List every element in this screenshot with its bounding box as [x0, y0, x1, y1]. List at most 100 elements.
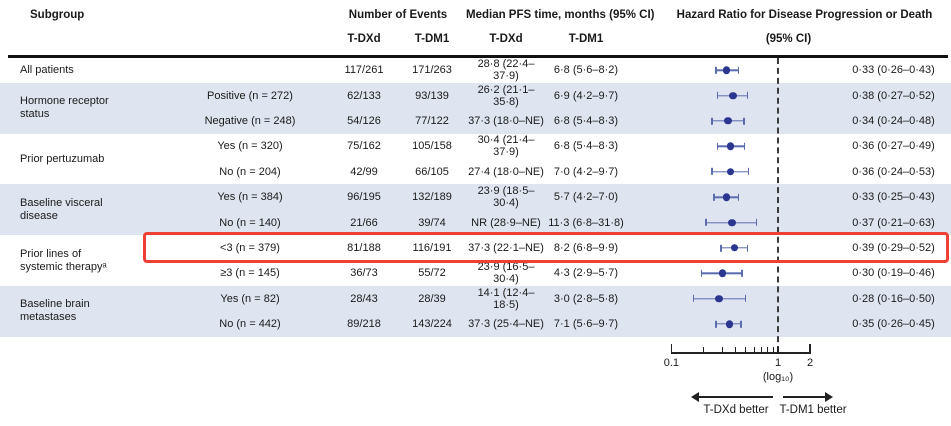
- hr-ci-text: 0·37 (0·21–0·63): [852, 216, 935, 229]
- median-tdm1-value: 6·8 (5·4–8·3): [553, 140, 619, 153]
- forest-plot-cell: [626, 108, 836, 133]
- hr-point-marker: [722, 66, 731, 74]
- median-tdm1-value: 8·2 (6·8–9·9): [553, 241, 619, 254]
- axis-end-cap: [809, 343, 811, 354]
- median-tdxd-value: NR (28·9–NE): [471, 216, 541, 229]
- data-row: Positive (n = 272) 62/133 93/139 26·2 (21·1…: [170, 83, 951, 108]
- events-tdm1-value: 171/263: [412, 64, 452, 77]
- events-tdm1-value: 55/72: [418, 267, 446, 280]
- median-tdm1-value: 6·8 (5·4–8·3): [553, 114, 619, 127]
- data-row: Negative (n = 248) 54/126 77/122 37·3 (18·0…: [170, 108, 951, 133]
- data-row: 117/261 171/263 28·8 (22·4–37·9) 6·8 (5·6–8…: [170, 58, 951, 83]
- subgroup-level: No (n = 204): [219, 165, 281, 178]
- median-tdxd-value: 23·9 (16·5–30·4): [477, 261, 535, 286]
- subgroup-label-cell: Prior lines of systemic therapyᵃ: [0, 235, 170, 286]
- median-tdxd-value: 30·4 (21·4–37·9): [477, 134, 535, 159]
- median-tdxd-value: 37·3 (25·4–NE): [468, 318, 544, 331]
- forest-plot-cell: [626, 58, 836, 83]
- events-tdm1-value: 77/122: [415, 114, 449, 127]
- data-row: No (n = 204) 42/99 66/105 27·4 (18·0–NE) 7·0…: [170, 159, 951, 184]
- axis-tick: [772, 346, 774, 353]
- axis-tick: [734, 346, 737, 353]
- left-direction-label: T-DXd better: [703, 404, 769, 416]
- subgroup-level: Yes (n = 320): [217, 140, 283, 153]
- highlight-box: [143, 232, 949, 263]
- forest-plot-cell: [626, 286, 836, 311]
- axis-tick-label: 1: [774, 357, 782, 369]
- col-header-subgroup: Subgroup: [30, 9, 85, 21]
- median-tdm1-value: 7·1 (5·6–9·7): [553, 318, 619, 331]
- median-tdxd-value: 26·2 (21·1–35·8): [477, 83, 535, 108]
- tdm1-better-arrow: [783, 392, 833, 402]
- data-row: No (n = 442) 89/218 143/224 37·3 (25·4–NE) 7…: [170, 311, 951, 336]
- header-row-2: T-DXd T-DM1 T-DXd T-DM1 (95% CI): [0, 33, 951, 45]
- hr-point-marker: [715, 294, 723, 303]
- row-stack: Yes (n = 320) 75/162 105/158 30·4 (21·4–37·…: [170, 134, 951, 185]
- axis-baseline: [671, 352, 811, 354]
- hr-point-marker: [730, 244, 739, 252]
- col-header-number-of-events: Number of Events: [348, 9, 448, 21]
- hr-ci-text: 0·30 (0·19–0·46): [852, 267, 935, 280]
- forest-plot-cell: [626, 184, 836, 209]
- median-tdm1-value: 6·8 (5·6–8·2): [553, 64, 619, 77]
- subgroup-level: Positive (n = 272): [207, 89, 293, 102]
- events-tdxd-value: 54/126: [347, 114, 381, 127]
- events-tdm1-value: 66/105: [415, 165, 449, 178]
- median-tdxd-value: 28·8 (22·4–37·9): [477, 58, 535, 83]
- row-stack: Yes (n = 82) 28/43 28/39 14·1 (12·4–18·5) 3·…: [170, 286, 951, 337]
- forest-plot-cell: [626, 235, 836, 260]
- median-tdm1-value: 11·3 (6·8–31·8): [548, 216, 624, 229]
- forest-plot-cell: [626, 83, 836, 108]
- data-row: <3 (n = 379) 81/188 116/191 37·3 (22·1–NE) 8…: [170, 235, 951, 260]
- col-header-hazard-ratio: Hazard Ratio for Disease Progression or …: [676, 9, 933, 21]
- subgroup-block: Baseline visceral disease Yes (n = 384) 96…: [0, 184, 951, 236]
- median-tdm1-value: 4·3 (2·9–5·7): [553, 267, 619, 280]
- col-header-median-tdm1: T-DM1: [568, 33, 604, 45]
- events-tdm1-value: 105/158: [412, 140, 452, 153]
- events-tdxd-value: 81/188: [347, 241, 381, 254]
- header-rule: [8, 55, 948, 58]
- data-row: Yes (n = 82) 28/43 28/39 14·1 (12·4–18·5) 3·…: [170, 286, 951, 311]
- events-tdm1-value: 93/139: [415, 89, 449, 102]
- events-tdxd-value: 75/162: [347, 140, 381, 153]
- subgroup-block: Prior pertuzumab Yes (n = 320) 75/162 105/1…: [0, 134, 951, 185]
- events-tdm1-value: 28/39: [418, 292, 446, 305]
- col-header-hr-ci: (95% CI): [765, 33, 812, 45]
- axis-tick: [721, 346, 723, 353]
- events-tdxd-value: 62/133: [347, 89, 381, 102]
- axis-tick: [760, 346, 763, 353]
- subgroup-label: Hormone receptor status: [20, 95, 109, 121]
- hr-ci-text: 0·33 (0·25–0·43): [852, 191, 935, 204]
- subgroup-level: <3 (n = 379): [220, 241, 280, 254]
- axis-end-cap: [670, 343, 673, 354]
- events-tdxd-value: 28/43: [350, 292, 378, 305]
- axis-scale-label: (log₁₀): [762, 371, 794, 383]
- row-stack: 117/261 171/263 28·8 (22·4–37·9) 6·8 (5·6–8…: [170, 58, 951, 83]
- hr-ci-text: 0·36 (0·27–0·49): [852, 140, 935, 153]
- data-row: Yes (n = 384) 96/195 132/189 23·9 (18·5–30·…: [170, 184, 951, 209]
- median-tdxd-value: 14·1 (12·4–18·5): [477, 286, 535, 311]
- subgroup-label: Baseline brain metastases: [20, 298, 90, 324]
- right-direction-label: T-DM1 better: [779, 404, 847, 416]
- subgroup-level: No (n = 442): [219, 318, 281, 331]
- arrowhead-right-icon: [825, 392, 833, 402]
- subgroup-level: Yes (n = 82): [220, 292, 280, 305]
- col-header-median-pfs: Median PFS time, months (95% CI): [466, 9, 655, 21]
- subgroup-level: ≥3 (n = 145): [220, 267, 280, 280]
- forest-plot-cell: [626, 134, 836, 159]
- subgroup-level: Negative (n = 248): [204, 114, 296, 127]
- hr-point-marker: [728, 218, 736, 227]
- events-tdm1-value: 132/189: [412, 191, 452, 204]
- hr-point-marker: [724, 117, 732, 125]
- events-tdm1-value: 143/224: [412, 318, 452, 331]
- table-body: All patients 117/261 171/263 28·8 (22·4–37·…: [0, 58, 951, 337]
- subgroup-block: Prior lines of systemic therapyᵃ <3 (n = …: [0, 235, 951, 286]
- col-header-events-tdm1: T-DM1: [414, 33, 450, 45]
- forest-plot-cell: [626, 311, 836, 336]
- median-tdm1-value: 7·0 (4·2–9·7): [553, 165, 619, 178]
- hr-point-marker: [722, 193, 731, 201]
- hr-point-marker: [726, 168, 735, 176]
- data-row: ≥3 (n = 145) 36/73 55/72 23·9 (16·5–30·4) 4·…: [170, 261, 951, 286]
- subgroup-label: All patients: [20, 63, 74, 76]
